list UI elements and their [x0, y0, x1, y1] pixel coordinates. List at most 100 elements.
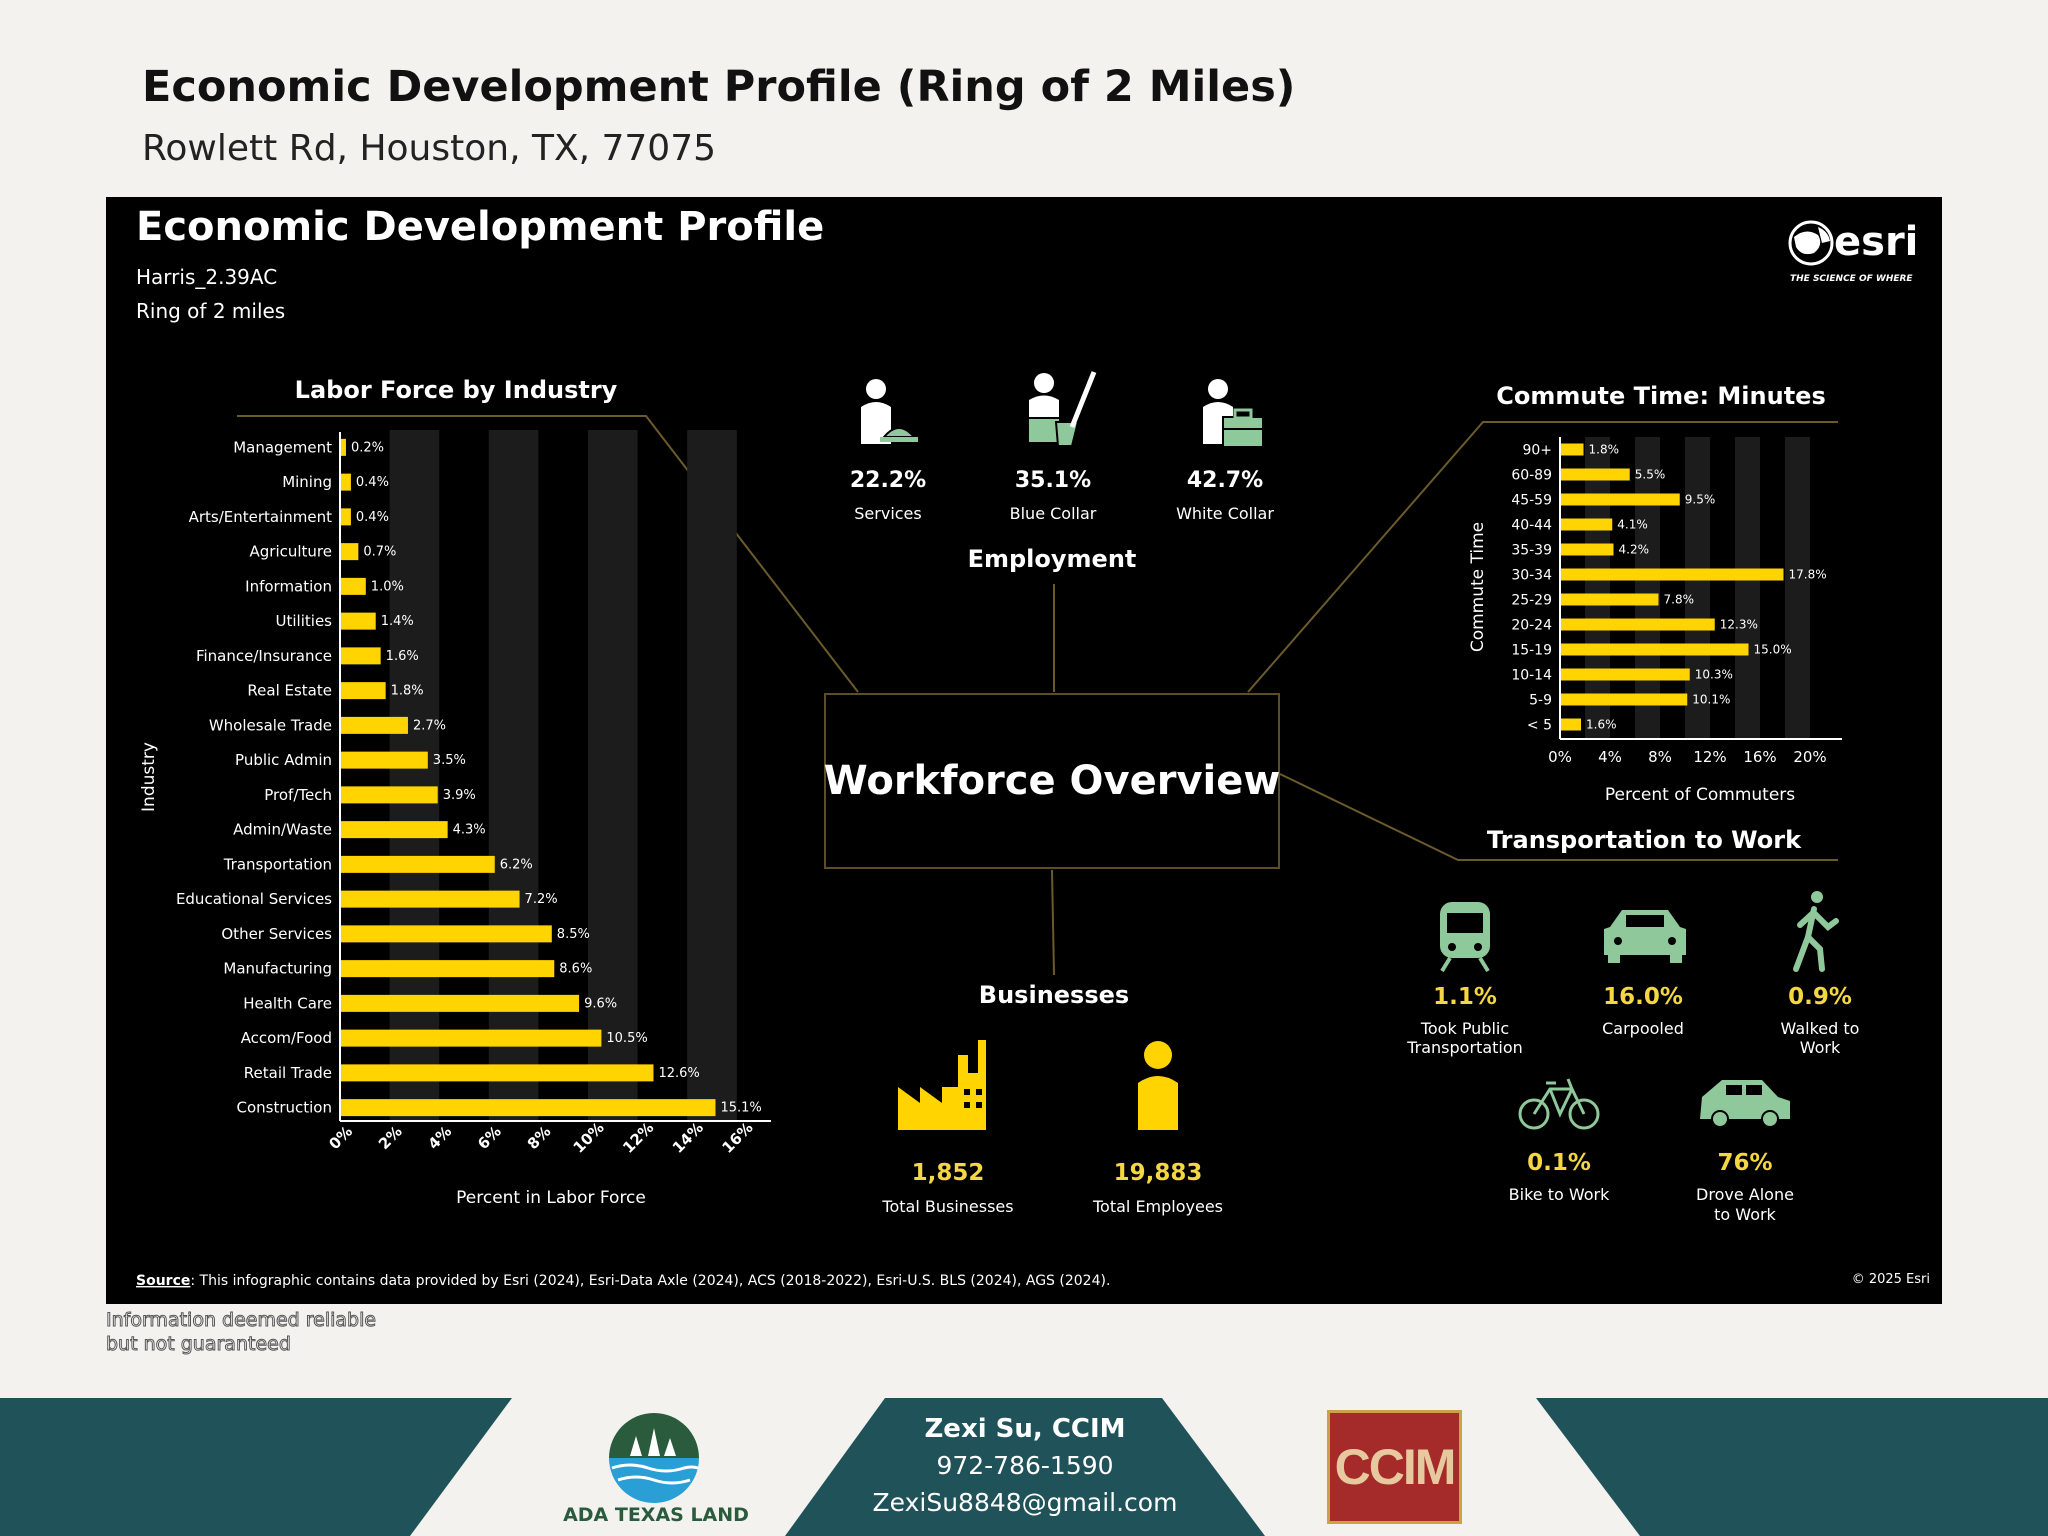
commute-grid-stripe: [1585, 437, 1610, 738]
total-employees-label: Total Employees: [1092, 1197, 1223, 1216]
industry-bar: [341, 994, 580, 1012]
commute-category-label: 25-29: [1511, 593, 1552, 609]
services-icon: [861, 379, 918, 444]
industry-value-label: 4.3%: [453, 823, 486, 838]
commute-value-label: 5.5%: [1635, 468, 1666, 482]
commute-bar: [1561, 443, 1584, 456]
commute-value-label: 7.8%: [1664, 593, 1695, 607]
industry-tick-label: 8%: [524, 1122, 555, 1153]
industry-grid-stripe: [687, 430, 737, 1120]
industry-x-label: Percent in Labor Force: [456, 1188, 646, 1208]
industry-tick-label: 2%: [375, 1122, 406, 1153]
commute-tick-label: 16%: [1743, 748, 1776, 766]
center-box: [824, 693, 1280, 869]
commute-category-label: 90+: [1522, 443, 1552, 459]
industry-bar: [341, 925, 552, 943]
industry-category-label: Mining: [282, 473, 332, 491]
contact-phone[interactable]: 972-786-1590: [936, 1451, 1114, 1480]
drove-alone-label-1: Drove Alone: [1696, 1185, 1794, 1204]
white-collar-label: White Collar: [1176, 504, 1274, 523]
transportation-heading: Transportation to Work: [1487, 826, 1802, 854]
industry-value-label: 7.2%: [525, 892, 558, 907]
industry-value-label: 10.5%: [606, 1031, 647, 1046]
businesses-section: Businesses 1,852 Total Businesses 19,883…: [881, 981, 1223, 1216]
industry-category-label: Public Admin: [235, 751, 332, 769]
industry-value-label: 3.9%: [443, 788, 476, 803]
car-icon: [1604, 910, 1686, 963]
industry-tick-labels: 0% 2% 4% 6% 8% 10% 12% 14% 16%: [325, 1119, 756, 1157]
industry-value-label: 12.6%: [658, 1066, 699, 1081]
industry-bars: [341, 438, 716, 1117]
company-name: ADA TEXAS LAND: [563, 1504, 749, 1526]
industry-category-label: Health Care: [243, 994, 332, 1012]
industry-bar: [341, 1099, 716, 1117]
industry-grid-stripes: [389, 430, 737, 1120]
disclaimer: Information deemed reliable but not guar…: [105, 1308, 376, 1356]
commute-grid-stripe: [1685, 437, 1710, 738]
commute-value-labels: 1.8% 5.5% 9.5% 4.1% 4.2% 17.8% 7.8% 12.3% 15.0% 1…: [1586, 443, 1827, 732]
commute-grid-stripe: [1785, 437, 1810, 738]
industry-tick-label: 6%: [474, 1122, 505, 1153]
commute-value-label: 4.2%: [1619, 543, 1650, 557]
commute-value-label: 10.3%: [1695, 668, 1733, 682]
industry-category-label: Retail Trade: [244, 1064, 332, 1082]
industry-bar: [341, 751, 428, 769]
commute-bar: [1561, 618, 1715, 631]
industry-value-label: 1.4%: [381, 614, 414, 629]
industry-bar: [341, 821, 448, 839]
industry-bar: [341, 508, 351, 526]
contact-email[interactable]: ZexiSu8848@gmail.com: [872, 1488, 1178, 1517]
commute-value-label: 9.5%: [1685, 493, 1716, 507]
industry-value-label: 15.1%: [720, 1101, 761, 1116]
drove-alone-car-icon: [1700, 1080, 1790, 1128]
bicycle-icon: [1518, 1078, 1600, 1130]
industry-bar: [341, 682, 386, 700]
commute-tick-label: 20%: [1793, 748, 1826, 766]
commute-category-label: 35-39: [1511, 543, 1552, 559]
commute-value-label: 10.1%: [1692, 693, 1730, 707]
industry-bar: [341, 960, 555, 978]
industry-category-label: Finance/Insurance: [196, 647, 332, 665]
infographic-svg: Economic Development Profile Harris_2.39…: [136, 204, 1930, 1289]
industry-category-label: Admin/Waste: [233, 821, 332, 839]
factory-icon: [898, 1040, 986, 1130]
commute-category-label: 60-89: [1511, 468, 1552, 484]
white-collar-icon: [1203, 379, 1264, 448]
industry-chart-title: Labor Force by Industry: [295, 376, 618, 404]
commute-chart-title: Commute Time: Minutes: [1496, 382, 1825, 410]
commute-bar: [1561, 518, 1613, 531]
commute-bar: [1561, 493, 1680, 506]
commute-value-label: 1.8%: [1589, 443, 1620, 457]
commute-tick-label: 4%: [1598, 748, 1622, 766]
industry-bar: [341, 855, 495, 873]
commute-bar: [1561, 568, 1784, 581]
commute-tick-label: 0%: [1548, 748, 1572, 766]
commute-tick-label: 8%: [1648, 748, 1672, 766]
transportation-items: 1.1% Took Public Transportation 16.0% Ca…: [1406, 984, 1859, 1224]
ada-texas-land-logo: [609, 1413, 699, 1503]
industry-value-label: 9.6%: [584, 996, 617, 1011]
industry-category-label: Wholesale Trade: [209, 716, 332, 734]
esri-logo: esri THE SCIENCE OF WHERE: [1788, 219, 1918, 284]
industry-grid-stripe: [588, 430, 638, 1120]
commute-bar: [1561, 693, 1688, 706]
source-label: Source: [136, 1273, 190, 1289]
transportation-section: Transportation to Work: [1406, 826, 1859, 1224]
industry-category-label: Other Services: [221, 925, 332, 943]
bike-label: Bike to Work: [1509, 1185, 1610, 1204]
industry-y-label: Industry: [139, 742, 159, 812]
commute-value-label: 12.3%: [1720, 618, 1758, 632]
industry-category-label: Information: [245, 577, 332, 595]
walking-icon: [1793, 891, 1839, 972]
industry-bar: [341, 1029, 602, 1047]
industry-category-label: Educational Services: [176, 890, 332, 908]
commute-y-label: Commute Time: [1468, 522, 1488, 652]
industry-bar: [341, 612, 376, 630]
infographic-panel: Economic Development Profile Harris_2.39…: [106, 197, 1942, 1304]
industry-value-label: 0.4%: [356, 475, 389, 490]
industry-category-label: Management: [233, 438, 332, 456]
blue-collar-label: Blue Collar: [1010, 504, 1097, 523]
blue-collar-icon: [1029, 371, 1097, 447]
industry-bar: [341, 473, 351, 491]
commute-tick-labels: 0% 4% 8% 12% 16% 20%: [1548, 748, 1827, 766]
